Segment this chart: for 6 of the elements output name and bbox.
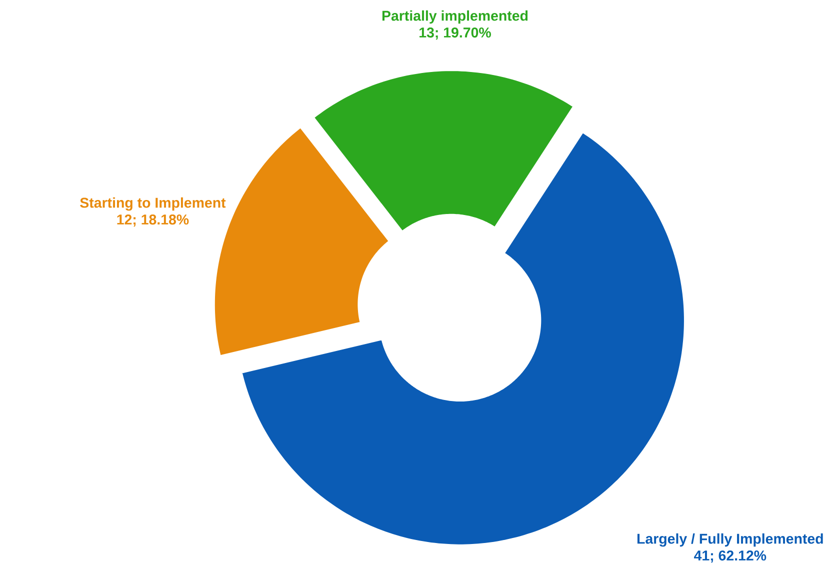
data-label: 12; 18.18% — [117, 214, 189, 227]
data-label: 41; 62.12% — [694, 550, 766, 563]
slice-label: Partially implemented — [382, 10, 528, 24]
slice-label: Largely / Fully Implemented — [637, 533, 823, 547]
data-label: 13; 19.70% — [420, 28, 491, 40]
slice-label: Starting to Implement — [80, 197, 226, 211]
